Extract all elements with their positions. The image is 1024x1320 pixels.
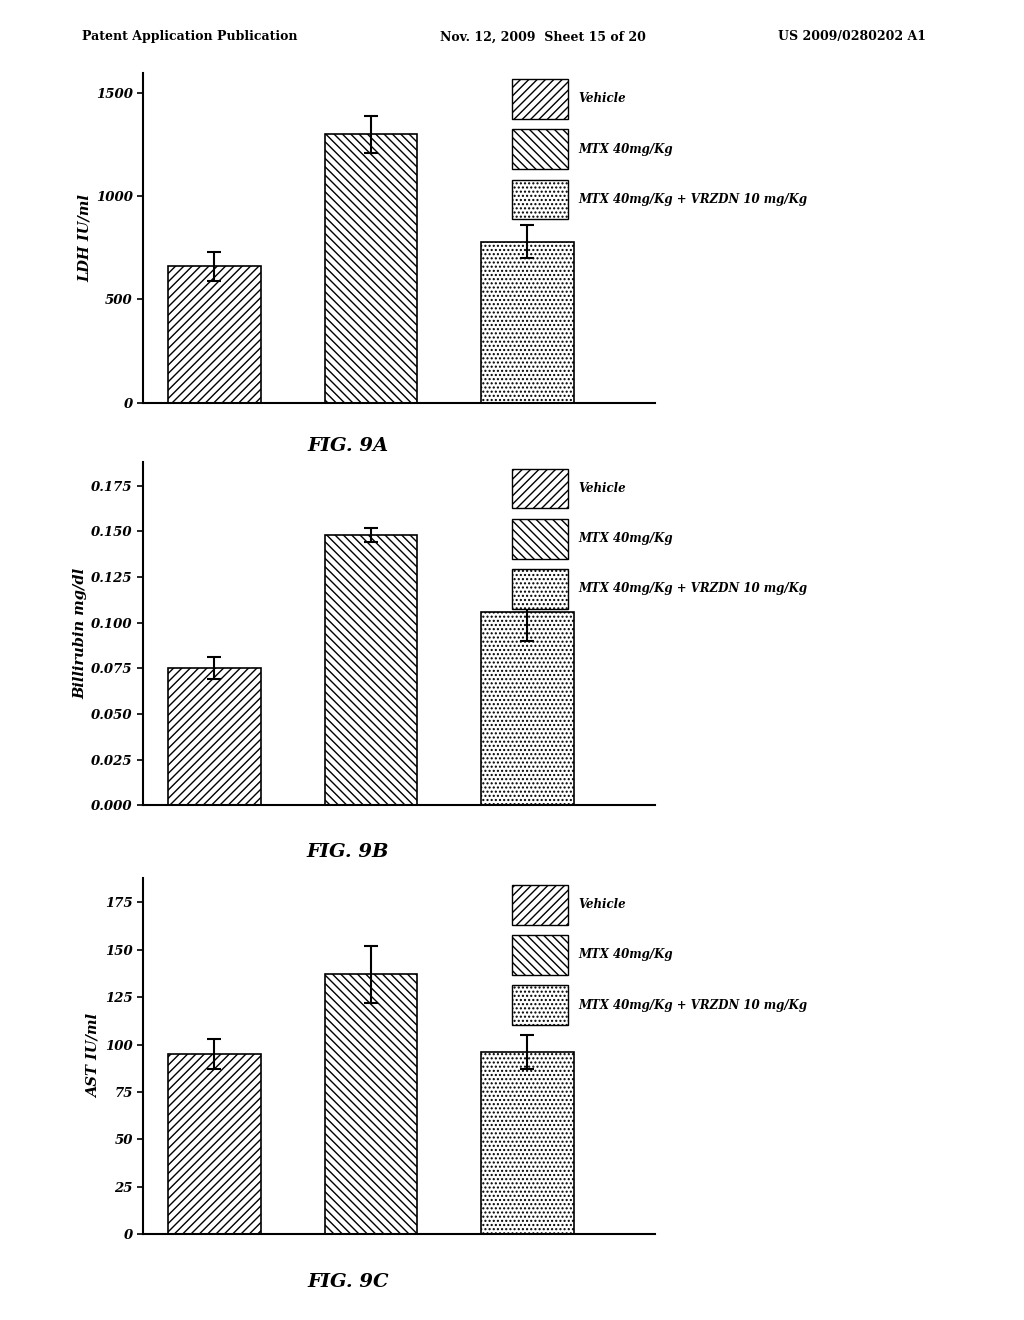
Text: MTX 40mg/Kg + VRZDN 10 mg/Kg: MTX 40mg/Kg + VRZDN 10 mg/Kg	[579, 998, 808, 1011]
Text: MTX 40mg/Kg + VRZDN 10 mg/Kg: MTX 40mg/Kg + VRZDN 10 mg/Kg	[579, 193, 808, 206]
Bar	[325, 974, 417, 1234]
Text: FIG. 9B: FIG. 9B	[307, 842, 389, 861]
Y-axis label: AST IU/ml: AST IU/ml	[87, 1014, 101, 1098]
Text: Vehicle: Vehicle	[579, 898, 627, 911]
Y-axis label: LDH IU/ml: LDH IU/ml	[78, 194, 92, 281]
Bar	[481, 1052, 573, 1234]
Bar	[168, 668, 261, 805]
Text: Nov. 12, 2009  Sheet 15 of 20: Nov. 12, 2009 Sheet 15 of 20	[440, 30, 646, 44]
Text: Patent Application Publication: Patent Application Publication	[82, 30, 297, 44]
Bar	[168, 1055, 261, 1234]
Bar	[481, 242, 573, 403]
Text: MTX 40mg/Kg: MTX 40mg/Kg	[579, 143, 673, 156]
Text: MTX 40mg/Kg: MTX 40mg/Kg	[579, 532, 673, 545]
Text: US 2009/0280202 A1: US 2009/0280202 A1	[778, 30, 927, 44]
Bar	[481, 611, 573, 805]
Text: MTX 40mg/Kg + VRZDN 10 mg/Kg: MTX 40mg/Kg + VRZDN 10 mg/Kg	[579, 582, 808, 595]
Y-axis label: Billirubin mg/dl: Billirubin mg/dl	[73, 568, 87, 700]
Bar	[325, 535, 417, 805]
Bar	[168, 267, 261, 403]
Text: FIG. 9C: FIG. 9C	[307, 1272, 389, 1291]
Text: Vehicle: Vehicle	[579, 482, 627, 495]
Text: MTX 40mg/Kg: MTX 40mg/Kg	[579, 948, 673, 961]
Text: FIG. 9A: FIG. 9A	[307, 437, 389, 455]
Bar	[325, 135, 417, 403]
Text: Vehicle: Vehicle	[579, 92, 627, 106]
